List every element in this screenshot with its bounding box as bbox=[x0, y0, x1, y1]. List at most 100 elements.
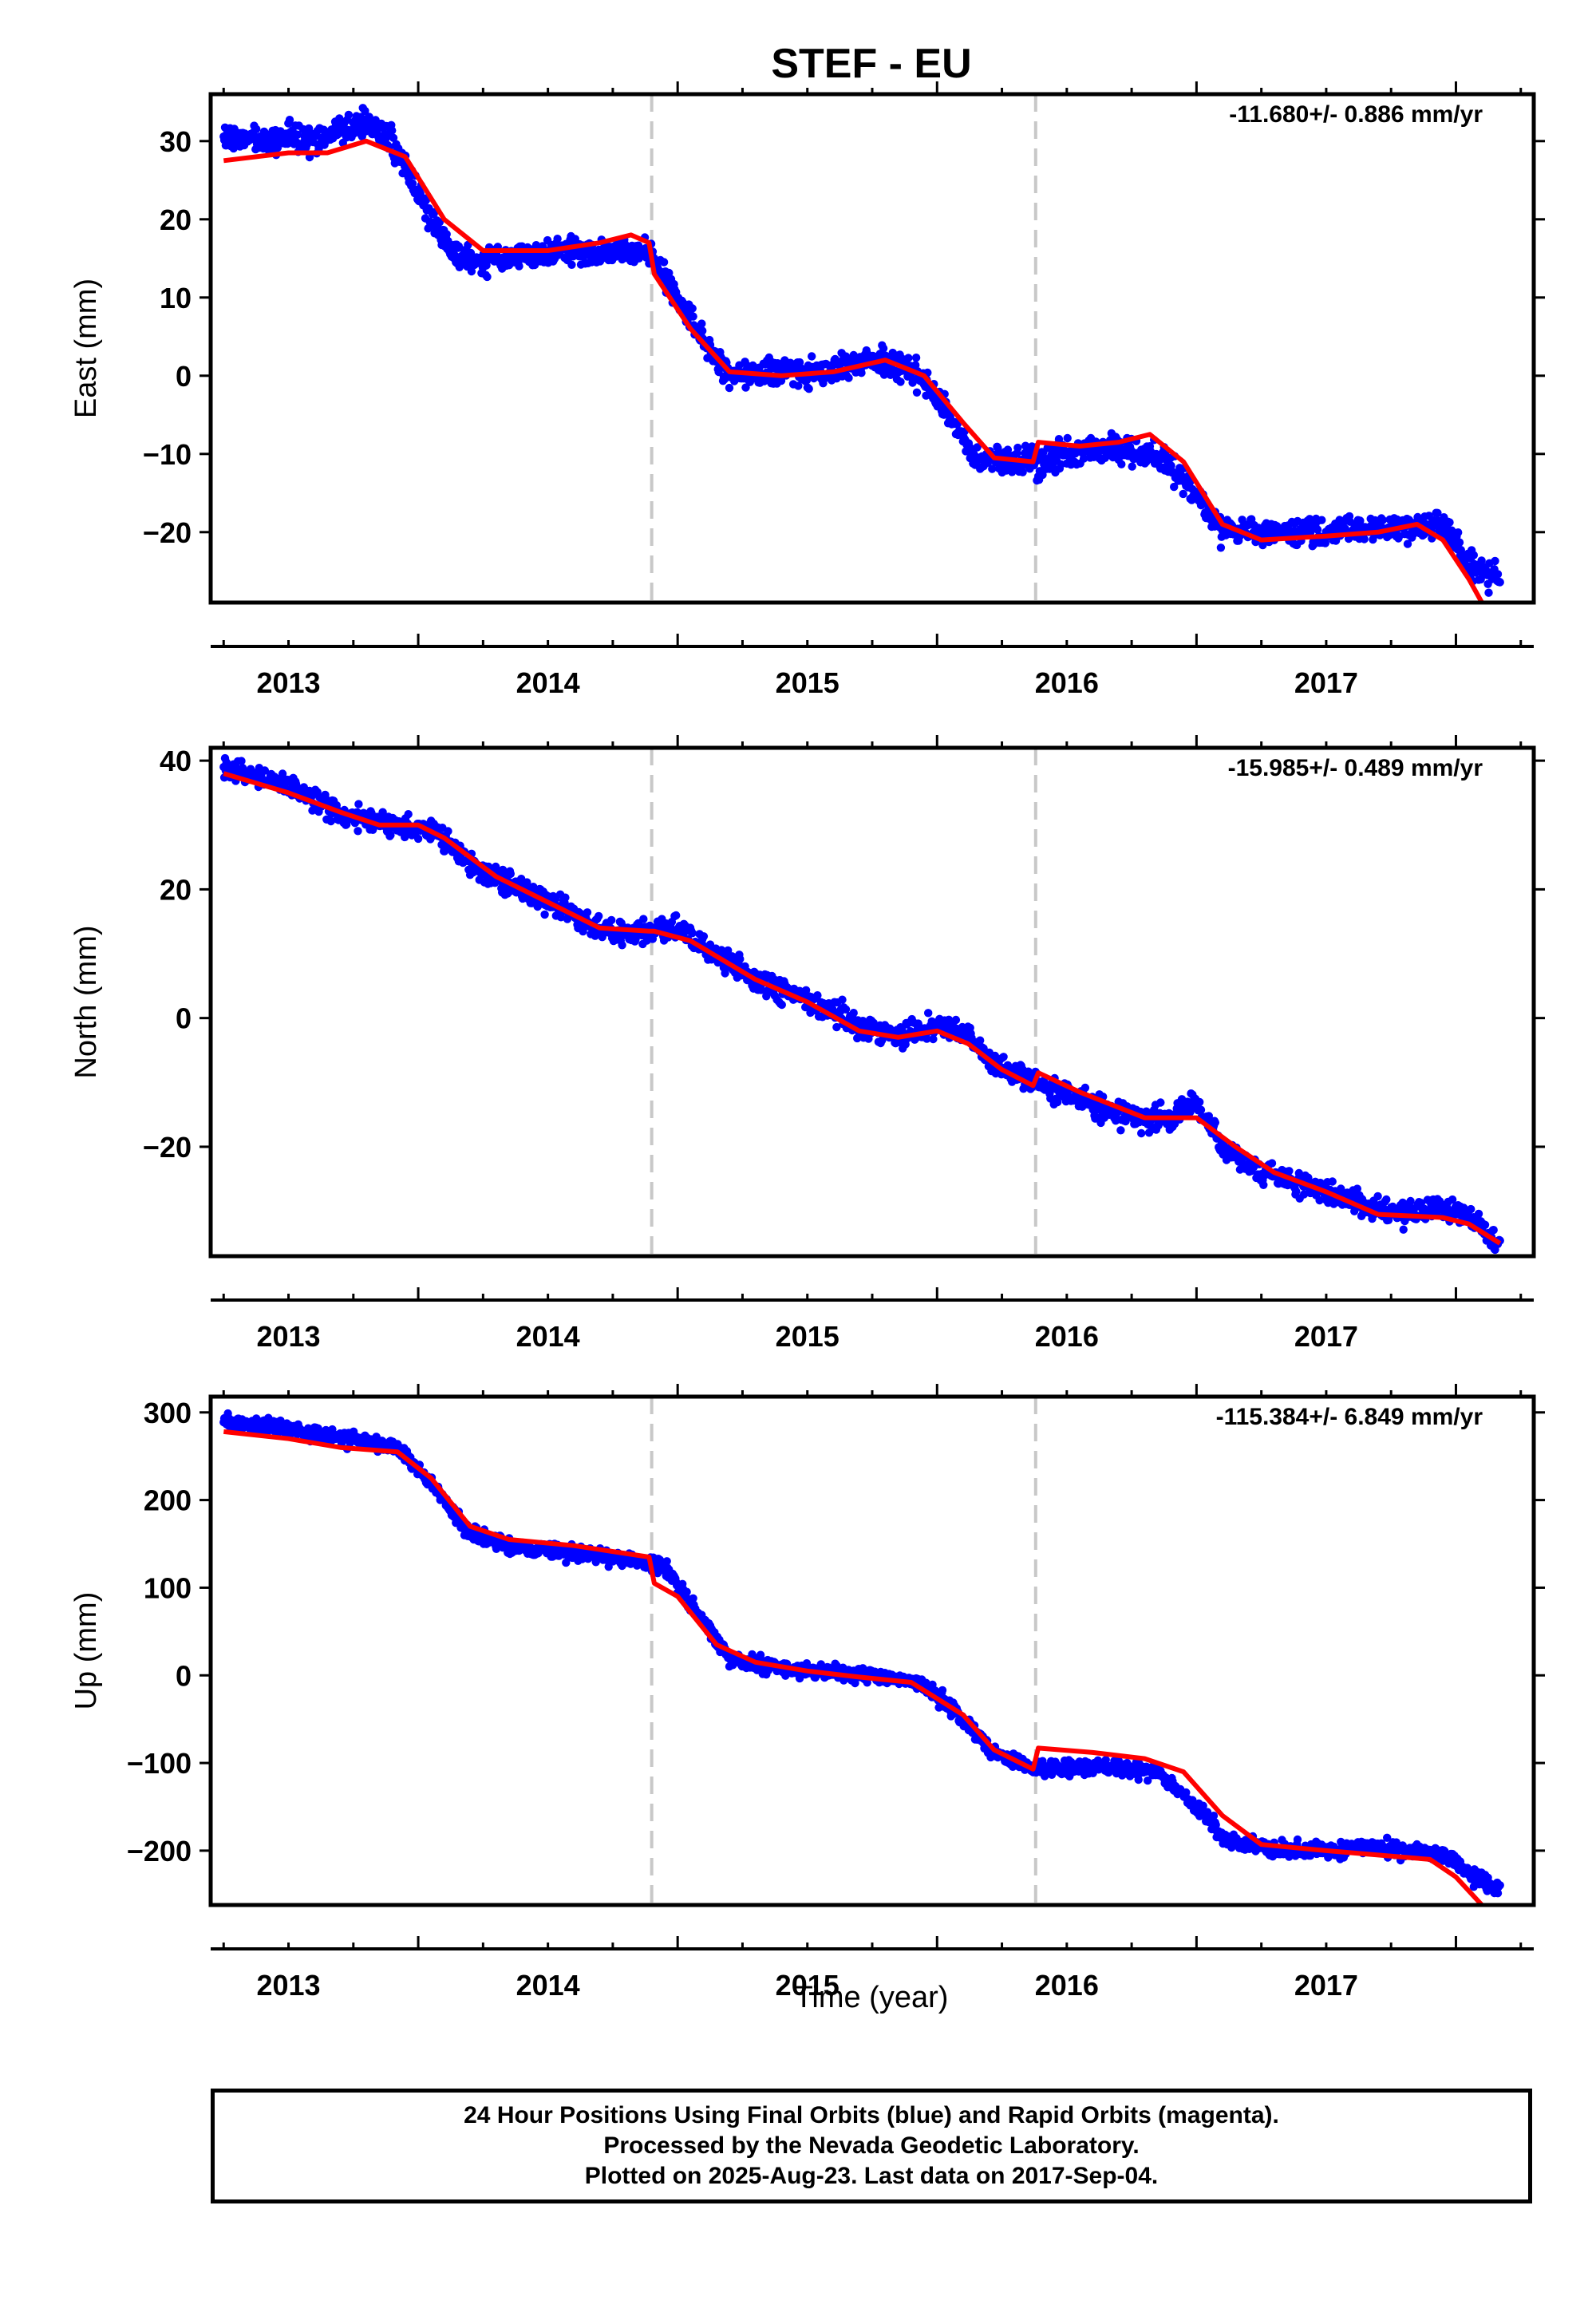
east-observation-point bbox=[483, 272, 492, 282]
east-observation-point bbox=[689, 312, 697, 321]
east-observation-point bbox=[912, 388, 922, 397]
east-observation-point bbox=[665, 268, 674, 278]
up-observation-point bbox=[1041, 1772, 1049, 1780]
north-observation-point bbox=[386, 831, 395, 840]
north-observation-point bbox=[354, 827, 362, 836]
north-observation-point bbox=[413, 834, 423, 844]
east-observation-point bbox=[1495, 578, 1504, 587]
east-observation-point bbox=[361, 106, 369, 116]
north-observation-point bbox=[1080, 1083, 1090, 1093]
east-observation-point bbox=[857, 369, 866, 377]
north-xtick-label: 2015 bbox=[776, 1320, 839, 1353]
east-ytick-label: 0 bbox=[176, 360, 192, 393]
east-observation-point bbox=[429, 209, 438, 218]
north-observation-point bbox=[1328, 1177, 1337, 1186]
east-observation-point bbox=[844, 373, 853, 382]
up-observation-point bbox=[802, 1659, 812, 1668]
north-observation-point bbox=[1474, 1209, 1483, 1219]
up-observations bbox=[219, 1409, 1504, 1898]
east-xtick-label: 2016 bbox=[1035, 666, 1099, 699]
north-observation-point bbox=[1091, 1114, 1100, 1123]
east-model-curve bbox=[223, 138, 1484, 603]
east-observation-point bbox=[953, 420, 962, 429]
east-observation-point bbox=[725, 383, 734, 393]
north-observation-point bbox=[951, 1015, 961, 1025]
east-observation-point bbox=[435, 218, 444, 227]
up-observation-point bbox=[756, 1650, 765, 1659]
east-xtick-label: 2017 bbox=[1294, 666, 1358, 699]
north-observation-point bbox=[929, 1034, 938, 1044]
up-observation-point bbox=[938, 1686, 947, 1695]
up-observation-point bbox=[863, 1678, 871, 1687]
east-observation-point bbox=[794, 381, 803, 390]
north-ytick-label: 40 bbox=[160, 745, 192, 777]
north-observation-point bbox=[326, 816, 335, 826]
north-observation-point bbox=[849, 1009, 858, 1018]
east-ytick-label: −20 bbox=[143, 516, 192, 549]
north-observation-point bbox=[1406, 1196, 1415, 1206]
east-xtick-label: 2013 bbox=[256, 666, 320, 699]
east-observation-point bbox=[1445, 518, 1454, 527]
north-observation-point bbox=[237, 757, 246, 765]
north-observation-point bbox=[724, 946, 733, 955]
up-observation-point bbox=[662, 1557, 671, 1566]
north-observation-point bbox=[1053, 1097, 1062, 1107]
east-observation-point bbox=[698, 326, 707, 335]
north-model-curve bbox=[223, 771, 1502, 1246]
north-xtick-label: 2014 bbox=[516, 1320, 580, 1353]
east-observation-point bbox=[688, 304, 697, 313]
east-observation-point bbox=[515, 262, 523, 271]
north-observation-point bbox=[523, 878, 531, 887]
east-ytick-label: 10 bbox=[160, 282, 192, 314]
east-observation-point bbox=[1018, 468, 1027, 476]
up-observation-point bbox=[816, 1660, 825, 1669]
east-observation-point bbox=[1117, 460, 1126, 468]
north-observation-point bbox=[618, 941, 626, 950]
east-observation-point bbox=[553, 235, 562, 243]
east-observation-point bbox=[1477, 556, 1486, 565]
north-observation-point bbox=[1489, 1226, 1498, 1235]
north-observation-point bbox=[736, 954, 745, 963]
north-observation-point bbox=[901, 1040, 910, 1049]
east-observation-point bbox=[1433, 508, 1442, 517]
east-observation-point bbox=[1378, 516, 1388, 524]
north-observation-point bbox=[999, 1053, 1008, 1061]
east-observation-point bbox=[776, 376, 786, 385]
north-ytick-label: 20 bbox=[160, 873, 192, 906]
north-observation-point bbox=[260, 766, 270, 775]
east-observation-point bbox=[1043, 444, 1052, 453]
north-observation-point bbox=[342, 820, 351, 829]
east-rate-label: -11.680+/- 0.886 mm/yr bbox=[1229, 101, 1483, 128]
north-observation-point bbox=[1204, 1112, 1214, 1120]
north-observation-point bbox=[1467, 1204, 1476, 1214]
east-observation-point bbox=[1484, 588, 1493, 597]
east-observation-point bbox=[1128, 462, 1136, 471]
east-observation-point bbox=[1167, 461, 1175, 470]
north-observation-point bbox=[976, 1036, 985, 1045]
east-observation-point bbox=[1216, 543, 1226, 552]
up-observation-point bbox=[682, 1587, 691, 1596]
north-observation-point bbox=[1156, 1098, 1165, 1107]
east-observation-point bbox=[804, 385, 813, 393]
east-observation-point bbox=[1469, 551, 1479, 559]
east-observation-point bbox=[879, 344, 888, 353]
east-observation-point bbox=[988, 464, 997, 473]
north-observation-point bbox=[672, 911, 681, 920]
east-observation-point bbox=[1321, 539, 1330, 547]
east-y-axis-label: East (mm) bbox=[69, 279, 103, 418]
east-observation-point bbox=[467, 267, 476, 276]
north-ytick-label: 0 bbox=[176, 1002, 192, 1035]
north-observation-point bbox=[1382, 1195, 1391, 1204]
north-observation-point bbox=[583, 908, 592, 917]
east-observation-point bbox=[697, 319, 706, 328]
north-observation-point bbox=[699, 932, 709, 941]
north-observation-point bbox=[838, 995, 847, 1004]
north-observation-point bbox=[639, 915, 648, 923]
east-ytick-label: −10 bbox=[143, 438, 192, 471]
north-observation-point bbox=[832, 1022, 841, 1032]
north-observation-point bbox=[1315, 1196, 1324, 1205]
east-observation-point bbox=[408, 179, 417, 188]
north-observation-point bbox=[444, 827, 452, 836]
north-observation-point bbox=[777, 1000, 786, 1010]
